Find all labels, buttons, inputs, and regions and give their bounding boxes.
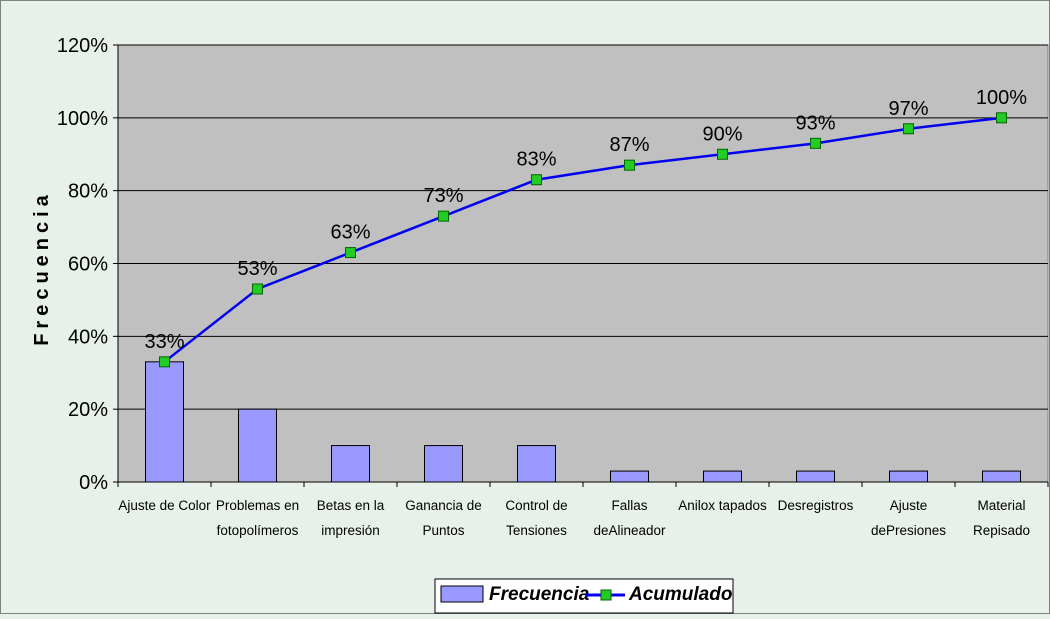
x-tick-label: Problemas en <box>216 498 299 513</box>
legend-frecuencia: Frecuencia <box>489 584 590 605</box>
marker-acumulado <box>996 112 1007 124</box>
x-tick-label: dePresiones <box>871 523 946 538</box>
data-label: 83% <box>516 149 556 171</box>
bar-frecuencia <box>517 445 556 483</box>
bar-frecuencia <box>610 470 649 483</box>
marker-acumulado <box>159 356 170 368</box>
marker-acumulado <box>624 159 635 171</box>
marker-acumulado <box>345 247 356 259</box>
x-tick-label: Puntos <box>422 523 464 538</box>
y-tick-label: 120% <box>57 35 108 57</box>
x-tick-label: Anilox tapados <box>678 498 767 513</box>
data-label: 87% <box>609 134 649 156</box>
x-tick-label: deAlineador <box>593 523 666 538</box>
bar-frecuencia <box>424 445 463 483</box>
x-tick-label: Betas en la <box>317 498 385 513</box>
x-tick-label: impresión <box>321 523 380 538</box>
y-tick-label: 80% <box>68 181 108 203</box>
data-label: 90% <box>702 123 742 145</box>
marker-acumulado <box>438 210 449 222</box>
y-tick-label: 20% <box>68 399 108 421</box>
legend: Frecuencia Acumulado <box>434 578 734 614</box>
marker-acumulado <box>252 283 263 295</box>
y-axis-ticks: 0% 20% 40% 60% 80% 100% 120% <box>57 35 1048 494</box>
legend-bar-swatch <box>440 585 484 603</box>
x-tick-label: Control de <box>505 498 567 513</box>
bar-frecuencia <box>238 408 277 483</box>
x-tick-label: Ajuste <box>890 498 928 513</box>
x-tick-label: Material <box>977 498 1025 513</box>
y-tick-label: 40% <box>68 326 108 348</box>
bar-frecuencia <box>703 470 742 483</box>
data-label: 73% <box>423 185 463 207</box>
data-label: 33% <box>144 331 184 353</box>
y-tick-label: 100% <box>57 108 108 130</box>
x-tick-label: Repisado <box>973 523 1030 538</box>
bar-frecuencia <box>889 470 928 483</box>
data-label: 100% <box>976 87 1027 109</box>
x-tick-label: Desregistros <box>778 498 854 513</box>
marker-acumulado <box>903 123 914 135</box>
x-axis-labels: Ajuste de Color Problemas en fotopolímeros… <box>117 482 1049 538</box>
x-tick-label: Tensiones <box>506 523 567 538</box>
x-tick-label: Ganancia de <box>405 498 482 513</box>
y-tick-label: 0% <box>79 472 108 494</box>
bar-frecuencia <box>796 470 835 483</box>
line-acumulado <box>163 116 1002 363</box>
y-axis-label: Frecuencia <box>31 190 53 346</box>
x-tick-label: fotopolímeros <box>217 523 299 538</box>
bar-frecuencia <box>331 445 370 483</box>
y-tick-label: 60% <box>68 254 108 276</box>
data-label: 93% <box>795 112 835 134</box>
marker-acumulado <box>810 137 821 149</box>
legend-box <box>434 578 734 614</box>
cumulative-line: 33% 53% 63% 73% 83% 87% 90% 93% 97% 100% <box>144 87 1027 368</box>
data-label: 63% <box>330 222 370 244</box>
frequency-bars <box>145 361 1021 483</box>
x-tick-label: Ajuste de Color <box>118 498 211 513</box>
marker-acumulado <box>531 174 542 186</box>
marker-acumulado <box>717 148 728 160</box>
legend-marker-swatch <box>600 589 612 601</box>
data-label: 53% <box>237 258 277 280</box>
bar-frecuencia <box>982 470 1021 483</box>
bar-frecuencia <box>145 361 184 483</box>
legend-acumulado: Acumulado <box>628 584 732 605</box>
data-label: 97% <box>888 98 928 120</box>
x-tick-label: Fallas <box>611 498 647 513</box>
